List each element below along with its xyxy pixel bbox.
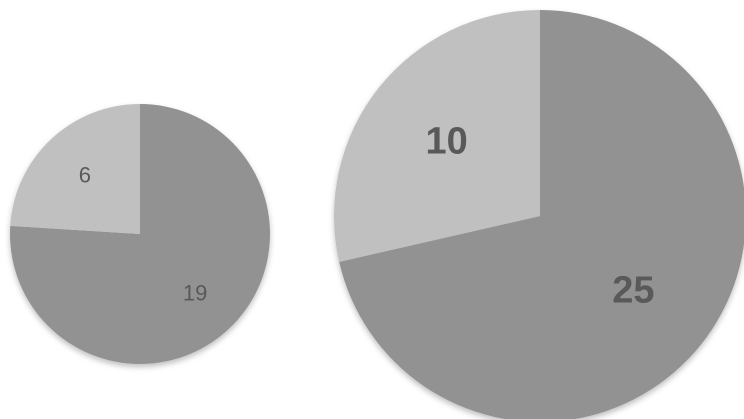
pie-0-slice-1-label: 6 xyxy=(79,163,91,188)
pie-chart-small xyxy=(9,104,270,364)
pie-0-slice-0-label: 19 xyxy=(183,280,207,305)
pie-1-slice-1-label: 10 xyxy=(425,121,467,163)
pie-1-slice-1 xyxy=(334,10,540,262)
pie-1-slice-0-label: 25 xyxy=(612,269,654,311)
pie-1-slice-0 xyxy=(339,10,744,419)
pie-chart-large-labels: 25 10 xyxy=(425,121,654,312)
pie-chart-small-labels: 19 6 xyxy=(79,163,208,306)
pie-0-slice-1 xyxy=(10,104,140,234)
pie-chart-large xyxy=(334,10,744,419)
